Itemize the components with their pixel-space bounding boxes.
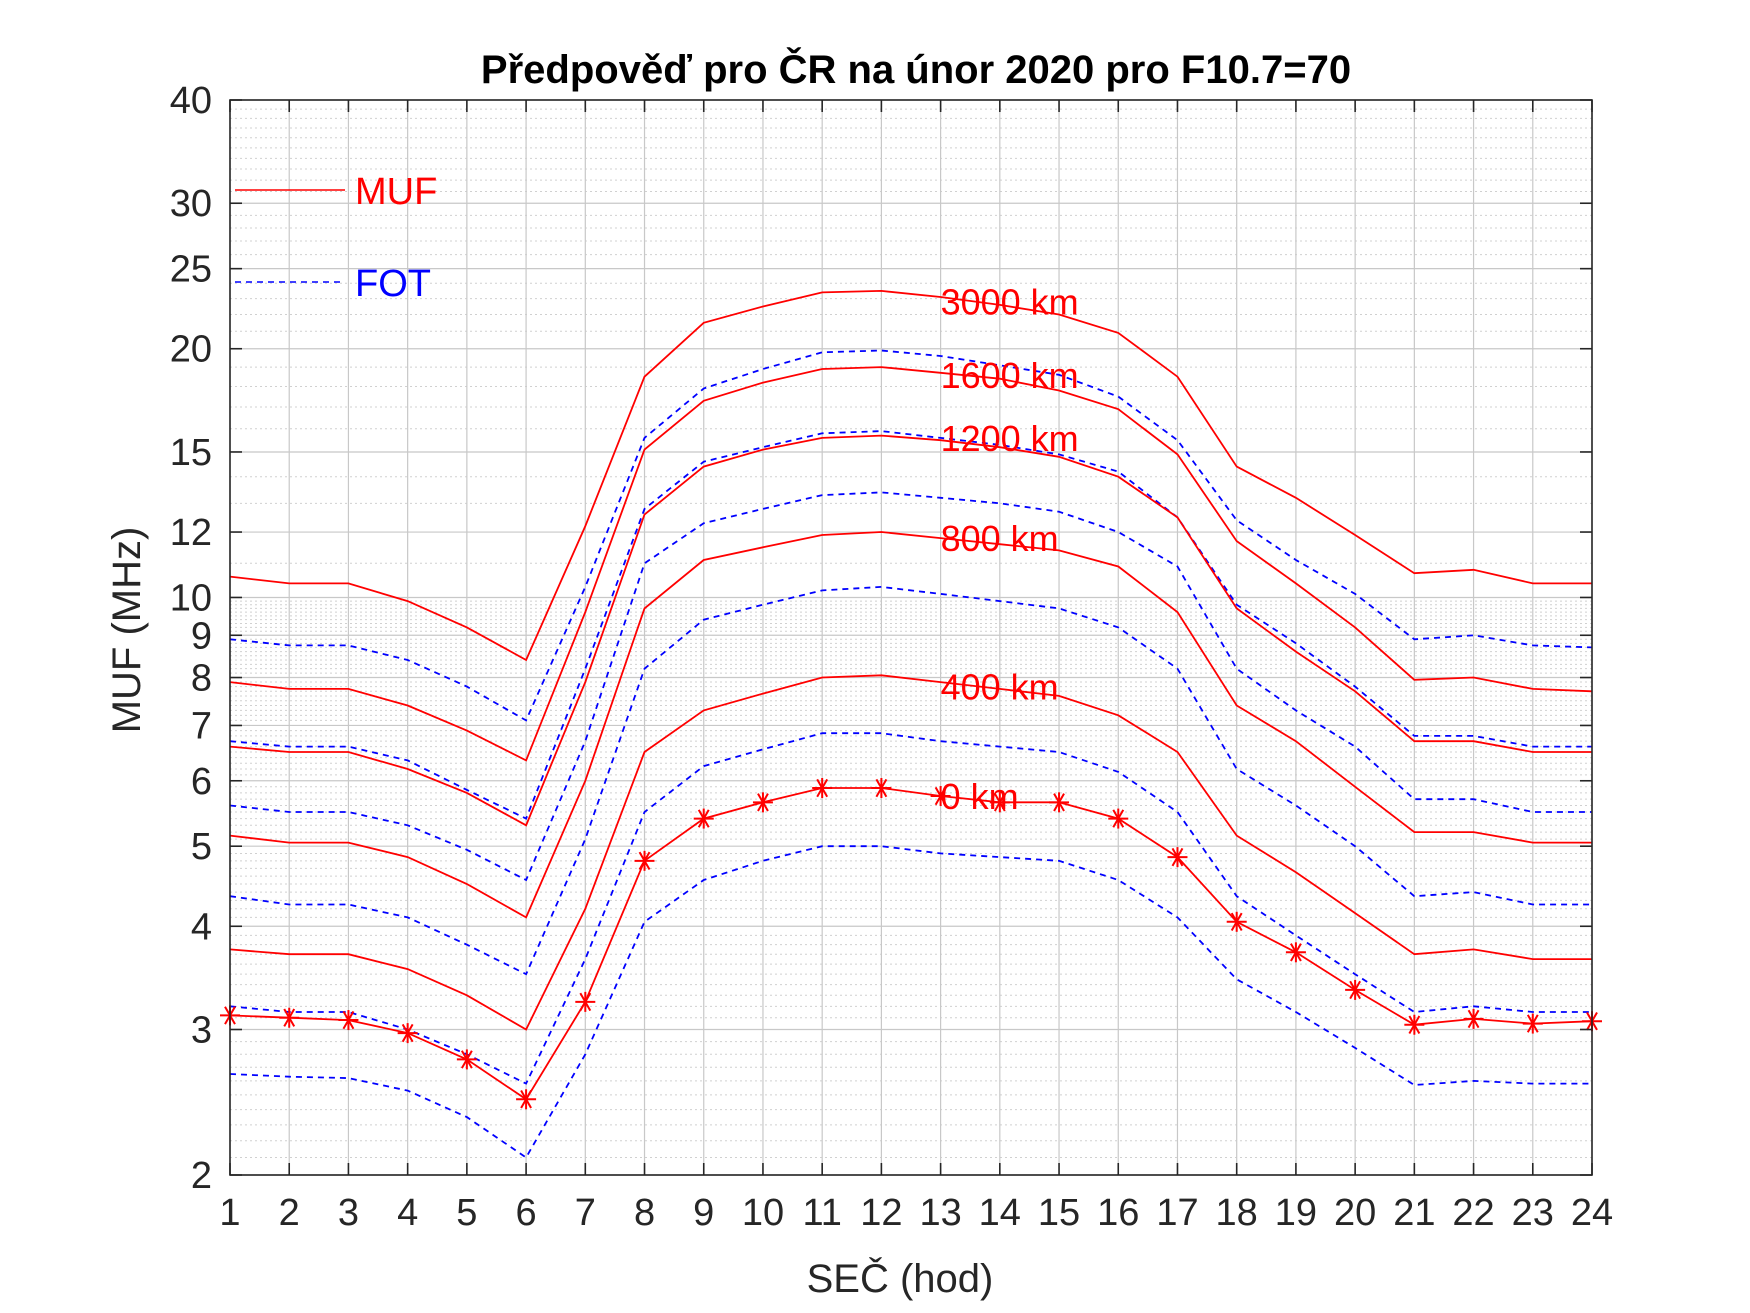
muf-series-line-6	[229, 531, 1592, 919]
y-tick-label: 20	[170, 329, 212, 371]
distance-label-400-km: 400 km	[941, 667, 1059, 708]
muf-series-line-4	[229, 434, 1592, 827]
y-tick-label: 15	[170, 432, 212, 474]
asterisk-marker	[1049, 792, 1070, 813]
annotation-layer: 3000 km 1600 km 1200 km 800 km 400 km 0 km	[941, 282, 1079, 817]
y-tick-label: 4	[191, 906, 212, 948]
asterisk-marker	[1167, 847, 1188, 868]
x-tick-label: 21	[1393, 1192, 1435, 1234]
x-tick-label: 3	[338, 1192, 359, 1234]
x-tick-label: 16	[1097, 1192, 1139, 1234]
y-tick-label: 10	[170, 577, 212, 619]
grid	[229, 99, 1593, 1176]
x-tick-label: 18	[1216, 1192, 1258, 1234]
x-tick-label: 2	[279, 1192, 300, 1234]
distance-label-1600-km: 1600 km	[941, 355, 1079, 396]
y-tick-label: 40	[170, 80, 212, 122]
y-axis-label: MUF (MHz)	[105, 527, 149, 734]
x-tick-label: 14	[979, 1192, 1021, 1234]
plot-frame	[229, 99, 1593, 1176]
asterisk-marker	[812, 778, 833, 799]
x-axis-label: SEČ (hod)	[807, 1256, 994, 1301]
legend: MUF FOT	[235, 171, 437, 305]
distance-label-800-km: 800 km	[941, 518, 1059, 559]
distance-label-3000-km: 3000 km	[941, 282, 1079, 323]
muf-series-line-10	[229, 787, 1593, 1101]
legend-fot-label: FOT	[355, 263, 431, 305]
asterisk-marker	[516, 1089, 537, 1110]
x-tick-label: 5	[456, 1192, 477, 1234]
x-tick-label: 13	[919, 1192, 961, 1234]
asterisk-marker	[1345, 979, 1366, 1000]
fot-series-line-11	[229, 845, 1592, 1159]
asterisk-marker	[397, 1023, 418, 1044]
muf-series-line-2	[229, 366, 1593, 762]
fot-series-line-5	[229, 491, 1592, 882]
asterisk-marker	[1285, 942, 1306, 963]
asterisk-marker	[989, 792, 1010, 813]
y-tick-label: 6	[191, 761, 212, 803]
x-tick-label: 4	[397, 1192, 418, 1234]
x-tick-label: 1	[219, 1192, 240, 1234]
distance-label-0-km: 0 km	[941, 776, 1019, 817]
asterisk-marker	[634, 850, 655, 871]
x-tick-label: 8	[634, 1192, 655, 1234]
asterisk-marker	[693, 808, 714, 829]
distance-label-1200-km: 1200 km	[941, 418, 1079, 459]
y-tick-label: 30	[170, 183, 212, 225]
series-layer	[220, 289, 1602, 1159]
asterisk-marker	[338, 1010, 359, 1031]
x-tick-label: 11	[802, 1192, 841, 1234]
x-tick-label: 10	[742, 1192, 784, 1234]
fot-series-line-3	[229, 430, 1592, 820]
asterisk-marker	[1108, 808, 1129, 829]
asterisk-marker	[871, 778, 892, 799]
y-tick-label: 12	[170, 512, 212, 554]
x-tick-label: 15	[1038, 1192, 1080, 1234]
asterisk-marker	[930, 786, 951, 807]
muf-series-line-0	[229, 289, 1592, 662]
x-tick-label: 9	[693, 1192, 714, 1234]
asterisk-marker	[1226, 911, 1247, 932]
asterisk-marker	[456, 1049, 477, 1070]
y-tick-label: 9	[191, 615, 212, 657]
y-tick-label: 5	[191, 826, 212, 868]
asterisk-marker	[575, 991, 596, 1012]
y-tick-label: 7	[191, 705, 212, 747]
asterisk-marker	[279, 1007, 300, 1028]
legend-muf-label: MUF	[355, 171, 437, 213]
y-tick-label: 3	[191, 1010, 212, 1052]
muf-series-line-8	[229, 674, 1592, 1031]
chart-title: Předpověď pro ČR na únor 2020 pro F10.7=…	[481, 46, 1351, 92]
x-tick-label: 22	[1452, 1192, 1494, 1234]
y-tick-label: 25	[170, 249, 212, 291]
x-tick-label: 23	[1512, 1192, 1554, 1234]
axes-layer: 1 2 3 4 5 6 7 8 9 10 11 12 13 14 15 16 17 18 19 20 21 22 23 242…	[170, 80, 1613, 1234]
asterisk-marker	[1463, 1008, 1484, 1029]
x-tick-label: 17	[1156, 1192, 1198, 1234]
x-tick-label: 19	[1275, 1192, 1317, 1234]
x-tick-label: 7	[575, 1192, 596, 1234]
x-tick-label: 12	[860, 1192, 902, 1234]
asterisk-marker	[1404, 1014, 1425, 1035]
x-tick-label: 24	[1571, 1192, 1613, 1234]
x-tick-label: 6	[516, 1192, 537, 1234]
x-tick-label: 20	[1334, 1192, 1376, 1234]
fot-series-line-9	[229, 732, 1592, 1085]
asterisk-marker	[752, 792, 773, 813]
y-tick-label: 8	[191, 658, 212, 700]
fot-series-line-1	[229, 349, 1593, 722]
y-tick-label: 2	[191, 1155, 212, 1197]
asterisk-marker	[1522, 1013, 1543, 1034]
fot-series-line-7	[229, 585, 1592, 976]
